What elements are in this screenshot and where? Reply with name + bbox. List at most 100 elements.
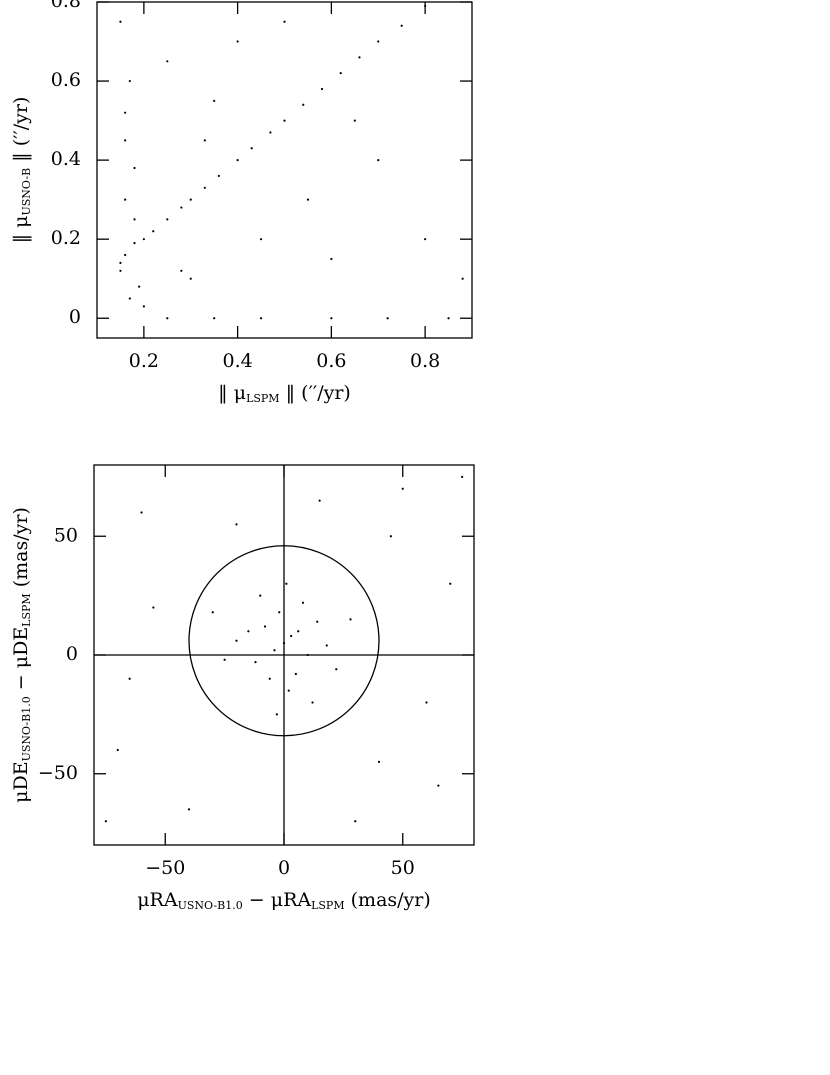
- point: [166, 218, 169, 221]
- point: [287, 689, 290, 692]
- x-tick-label: 0.2: [129, 350, 159, 372]
- label-text: ‖ μ: [218, 382, 246, 404]
- point: [401, 487, 404, 490]
- y-tick-label: 0.4: [51, 148, 81, 170]
- point: [119, 20, 122, 23]
- label-text: ‖ μ: [10, 216, 32, 244]
- y-tick-label: 0: [69, 306, 81, 328]
- point: [339, 72, 342, 75]
- point: [302, 103, 305, 106]
- y-tick-label: 0.8: [51, 0, 81, 12]
- y-tick-label: −50: [38, 762, 78, 784]
- point: [116, 748, 119, 752]
- point: [377, 40, 380, 43]
- point: [389, 535, 392, 538]
- point: [311, 701, 314, 704]
- point: [349, 618, 352, 621]
- point: [250, 147, 253, 150]
- point: [213, 317, 216, 320]
- point: [306, 653, 309, 657]
- point: [142, 238, 145, 241]
- point: [138, 285, 141, 288]
- point: [166, 317, 169, 320]
- point: [282, 642, 286, 645]
- label-subscript: LSPM: [311, 899, 345, 912]
- axis-label: ‖ μUSNO-B ‖ (′′/yr): [10, 97, 33, 244]
- point: [187, 808, 191, 811]
- point: [128, 677, 131, 680]
- label-text: ‖ (′′/yr): [10, 97, 32, 168]
- point: [301, 601, 305, 604]
- label-text: (mas/yr): [345, 889, 431, 911]
- point: [259, 238, 263, 241]
- point: [377, 760, 381, 763]
- reference-circle: [188, 545, 380, 737]
- point: [211, 611, 214, 614]
- point: [320, 87, 324, 91]
- point: [119, 261, 122, 264]
- point: [223, 658, 226, 661]
- point: [325, 644, 328, 647]
- point: [128, 79, 131, 83]
- point: [217, 174, 220, 178]
- point: [386, 317, 389, 320]
- point: [124, 253, 127, 257]
- point: [449, 582, 452, 585]
- point: [306, 198, 310, 201]
- point: [437, 784, 440, 787]
- x-tick-label: −50: [145, 857, 185, 879]
- point: [283, 119, 286, 122]
- point: [377, 159, 380, 162]
- point: [275, 713, 278, 716]
- label-subscript: USNO-B1.0: [20, 696, 33, 761]
- point: [235, 639, 238, 642]
- point: [278, 611, 281, 614]
- label-subscript: LSPM: [246, 392, 280, 405]
- y-tick-label: 0.6: [51, 69, 81, 91]
- point: [152, 606, 155, 609]
- x-tick-label: 0.6: [316, 350, 346, 372]
- label-subscript: LSPM: [20, 593, 33, 627]
- point: [354, 820, 357, 823]
- y-tick-label: 0: [66, 643, 78, 665]
- point: [259, 317, 263, 320]
- point: [140, 511, 143, 514]
- point: [263, 625, 267, 628]
- point: [269, 131, 272, 134]
- point: [268, 677, 271, 680]
- point: [285, 582, 288, 585]
- point: [461, 475, 464, 478]
- point: [335, 668, 338, 671]
- axis-label: ‖ μLSPM ‖ (′′/yr): [218, 382, 351, 405]
- point: [152, 230, 155, 233]
- label-subscript: USNO-B1.0: [178, 899, 243, 912]
- label-text: μRA: [137, 889, 178, 911]
- point: [424, 238, 427, 241]
- point: [254, 661, 257, 664]
- point: [297, 630, 300, 633]
- point: [294, 672, 297, 676]
- axis-label: μRAUSNO-B1.0 − μRALSPM (mas/yr): [137, 889, 431, 912]
- point: [133, 218, 136, 221]
- point: [424, 4, 427, 8]
- axis-label: μDEUSNO-B1.0 − μDELSPM (mas/yr): [10, 507, 33, 803]
- point: [189, 198, 192, 201]
- point: [425, 701, 428, 704]
- point: [316, 620, 319, 623]
- label-text: (mas/yr): [10, 507, 32, 593]
- point: [330, 317, 333, 320]
- plot-frame: [96, 1, 473, 339]
- y-tick-label: 50: [54, 524, 78, 546]
- x-tick-label: 0.4: [223, 350, 253, 372]
- point: [128, 297, 131, 300]
- point: [235, 523, 238, 526]
- point: [247, 630, 250, 633]
- point: [104, 820, 107, 823]
- point: [180, 206, 183, 209]
- y-tick-label: 0.2: [51, 227, 81, 249]
- point: [461, 277, 464, 280]
- label-text: − μDE: [10, 627, 32, 696]
- point: [124, 198, 127, 201]
